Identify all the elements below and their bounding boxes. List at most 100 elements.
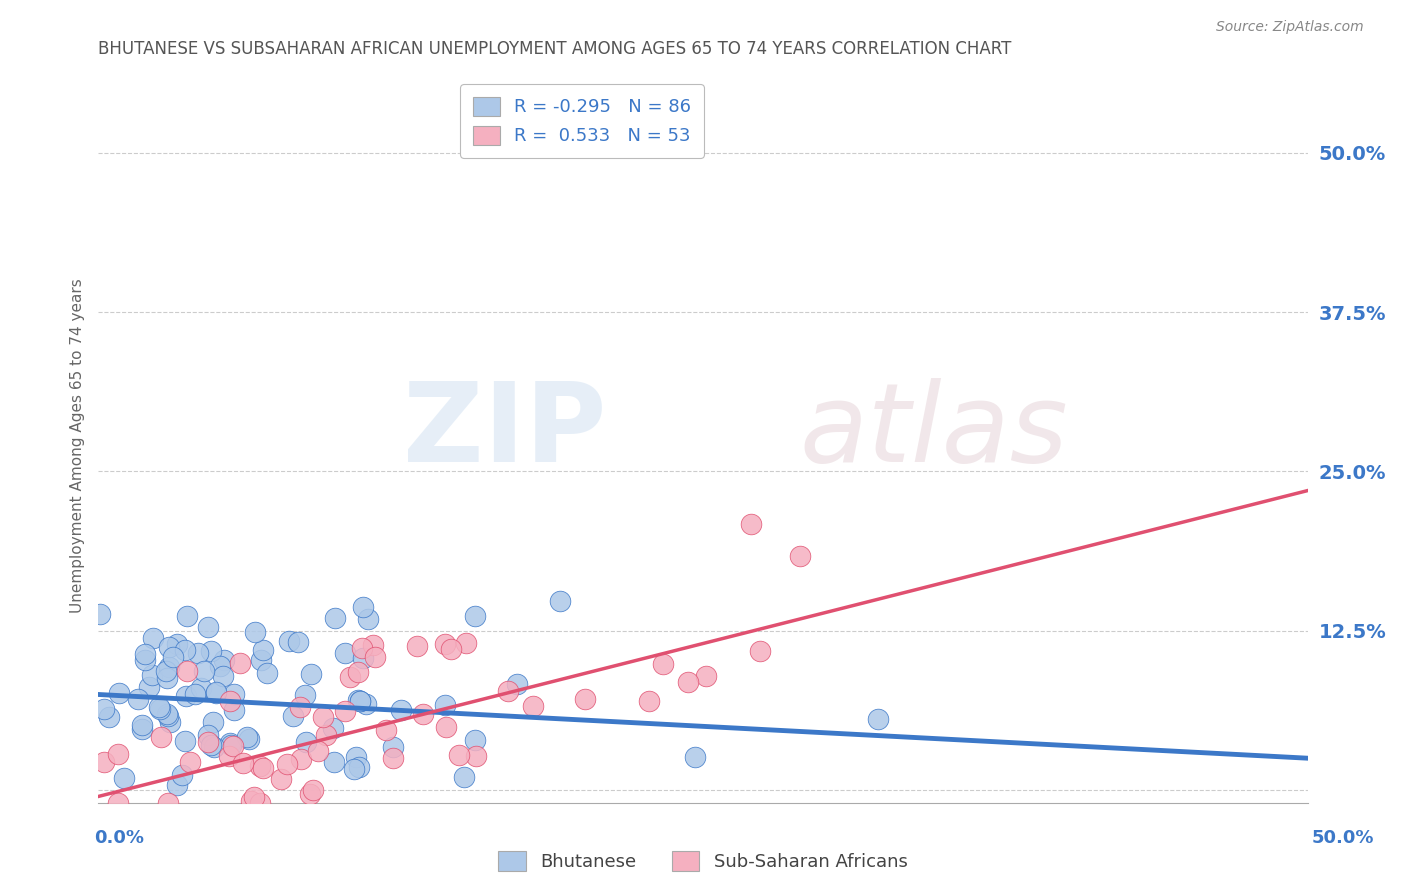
Point [149,730,172,744]
Point [202,714,225,729]
Legend: R = -0.295   N = 86, R =  0.533   N = 53: R = -0.295 N = 86, R = 0.533 N = 53 [460,84,704,158]
Point [232,756,254,770]
Point [197,620,219,634]
Point [205,686,228,700]
Point [574,692,596,706]
Point [347,760,370,774]
Point [219,736,242,750]
Point [174,734,197,748]
Point [162,650,184,665]
Text: 50.0%: 50.0% [1312,829,1374,847]
Point [127,692,149,706]
Point [339,670,361,684]
Point [212,653,235,667]
Point [222,687,245,701]
Point [89,607,111,621]
Point [243,790,266,805]
Point [434,698,457,712]
Point [294,688,316,702]
Point [157,660,180,674]
Point [176,664,198,678]
Point [453,770,475,784]
Point [219,738,242,752]
Point [249,796,271,810]
Point [166,778,188,792]
Point [333,647,356,661]
Point [548,594,571,608]
Point [439,641,461,656]
Point [406,639,429,653]
Point [157,709,180,723]
Point [695,669,717,683]
Point [238,732,260,747]
Point [156,706,179,721]
Point [200,738,222,752]
Text: ZIP: ZIP [404,378,606,485]
Point [222,739,245,753]
Point [322,721,344,735]
Point [456,635,478,649]
Point [112,771,135,785]
Point [434,720,457,734]
Point [868,712,890,726]
Point [222,703,245,717]
Point [208,659,231,673]
Point [352,651,374,665]
Point [349,694,371,708]
Point [381,751,404,765]
Point [349,693,371,707]
Point [256,666,278,681]
Point [412,707,434,722]
Point [323,756,346,770]
Point [159,714,181,729]
Point [464,608,486,623]
Point [506,677,529,691]
Point [522,699,544,714]
Point [464,733,486,747]
Point [156,796,179,810]
Point [249,759,271,773]
Point [138,680,160,694]
Text: 0.0%: 0.0% [94,829,145,847]
Point [364,650,387,665]
Point [270,772,292,786]
Point [447,747,470,762]
Point [200,644,222,658]
Point [277,634,299,648]
Point [323,610,346,624]
Point [464,748,486,763]
Point [134,648,156,662]
Point [190,681,212,696]
Point [637,694,659,708]
Point [290,752,312,766]
Point [287,634,309,648]
Point [174,642,197,657]
Point [170,768,193,782]
Point [131,723,153,737]
Point [354,697,377,711]
Point [273,808,295,822]
Point [299,667,322,681]
Point [179,755,201,769]
Point [315,728,337,742]
Point [307,744,329,758]
Point [252,642,274,657]
Point [344,749,367,764]
Point [159,640,181,655]
Point [149,702,172,716]
Point [352,640,374,655]
Point [174,689,197,703]
Point [131,717,153,731]
Point [107,747,129,762]
Point [361,638,384,652]
Y-axis label: Unemployment Among Ages 65 to 74 years: Unemployment Among Ages 65 to 74 years [69,278,84,614]
Point [211,668,233,682]
Legend: Bhutanese, Sub-Saharan Africans: Bhutanese, Sub-Saharan Africans [491,844,915,879]
Point [236,730,259,744]
Point [281,709,304,723]
Point [740,517,762,532]
Point [389,703,412,717]
Point [382,740,405,755]
Point [93,755,115,769]
Point [218,749,240,764]
